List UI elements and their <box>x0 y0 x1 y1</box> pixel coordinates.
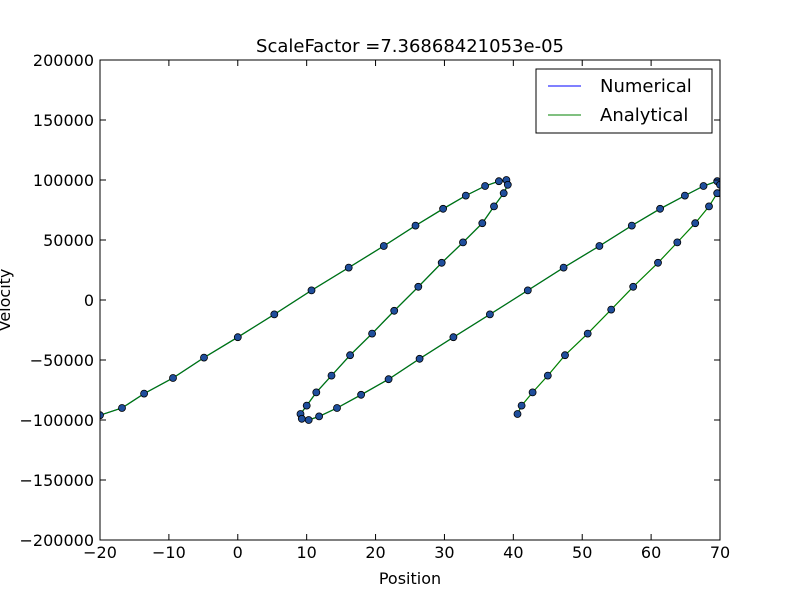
data-point <box>691 219 700 228</box>
chart-title: ScaleFactor =7.36868421053e-05 <box>256 36 564 57</box>
x-tick-label: −10 <box>152 543 186 562</box>
data-point <box>503 180 512 189</box>
data-point <box>543 371 552 380</box>
data-point <box>481 182 490 190</box>
data-point <box>517 401 526 410</box>
data-point <box>384 375 393 384</box>
data-point <box>302 401 311 410</box>
data-point <box>478 219 487 228</box>
data-point <box>449 333 458 342</box>
legend-box <box>535 68 713 134</box>
legend-label-numerical: Numerical <box>600 76 692 97</box>
x-tick-label: 50 <box>572 543 592 562</box>
data-point <box>673 238 682 247</box>
data-point <box>169 374 177 382</box>
plot-layer <box>100 176 720 424</box>
y-tick-label: −150000 <box>20 471 94 490</box>
data-point <box>140 389 149 398</box>
data-point <box>595 242 604 250</box>
data-point <box>583 329 592 338</box>
y-tick-label: 50000 <box>43 231 94 250</box>
x-tick-label: 60 <box>641 543 661 562</box>
data-point <box>629 282 638 291</box>
x-tick-label: 20 <box>365 543 385 562</box>
data-point <box>344 263 353 272</box>
data-point <box>315 412 324 421</box>
data-point <box>346 351 355 360</box>
y-axis: −200000 −150000 −100000 −50000 0 50000 100000 1… <box>20 51 720 550</box>
x-tick-label: 10 <box>296 543 316 562</box>
data-point <box>494 177 503 186</box>
x-tick-label: −20 <box>83 543 117 562</box>
data-point <box>297 414 306 423</box>
data-point <box>327 371 336 380</box>
x-tick-label: 0 <box>233 543 243 562</box>
x-tick-label: 40 <box>503 543 523 562</box>
data-point <box>559 263 568 272</box>
data-point <box>705 202 713 211</box>
data-point <box>713 189 720 198</box>
data-point <box>233 333 242 342</box>
x-tick-label: 70 <box>710 543 730 562</box>
data-point <box>390 306 399 315</box>
y-tick-label: −200000 <box>20 531 94 550</box>
data-point <box>607 305 616 314</box>
data-point <box>200 353 208 362</box>
data-point <box>333 404 341 412</box>
data-point <box>368 329 377 338</box>
data-point <box>357 390 366 399</box>
y-tick-label: 200000 <box>33 51 94 70</box>
data-point <box>411 221 420 230</box>
x-tick-label: 30 <box>434 543 454 562</box>
data-point <box>716 180 720 189</box>
data-point <box>461 191 470 200</box>
data-point <box>490 202 498 211</box>
data-point <box>513 410 522 418</box>
x-axis-label: Position <box>379 569 441 588</box>
data-point <box>270 310 279 319</box>
legend: Numerical Analytical <box>535 68 713 134</box>
data-point <box>307 286 316 295</box>
y-tick-label: 150000 <box>33 111 94 130</box>
y-tick-label: 0 <box>84 291 94 310</box>
x-axis: −20 −10 0 10 20 30 40 50 60 70 <box>83 60 730 562</box>
data-point <box>627 221 636 230</box>
y-tick-label: 100000 <box>33 171 94 190</box>
data-point <box>699 182 708 190</box>
y-axis-label: Velocity <box>0 269 14 332</box>
data-point <box>654 258 662 267</box>
data-point <box>100 411 104 420</box>
y-tick-label: −100000 <box>20 411 94 430</box>
legend-label-analytical: Analytical <box>600 105 688 126</box>
data-point <box>379 242 388 250</box>
data-point <box>414 282 423 291</box>
data-point <box>459 238 467 247</box>
data-point <box>304 416 313 424</box>
data-point <box>437 258 446 267</box>
data-point <box>312 388 321 397</box>
data-point <box>439 204 448 213</box>
data-point <box>561 351 569 360</box>
data-point <box>118 404 126 412</box>
data-point <box>523 286 532 295</box>
data-point <box>528 388 537 397</box>
data-point <box>415 354 424 363</box>
data-point <box>499 189 508 198</box>
data-point <box>485 310 494 319</box>
data-point <box>681 191 689 200</box>
y-tick-label: −50000 <box>30 351 94 370</box>
data-point <box>656 204 664 213</box>
